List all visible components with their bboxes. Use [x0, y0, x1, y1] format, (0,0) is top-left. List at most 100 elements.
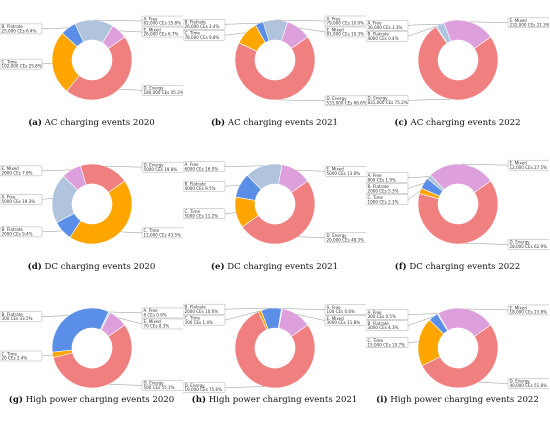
slice-label-value: 36,000 CEs 3.3% — [368, 25, 403, 30]
slice-label-category: C. Time — [2, 351, 18, 356]
slice-label-value: 300 CEs 33.5% — [2, 316, 33, 321]
slice-label-value: 81,000 CEs 10.3% — [327, 32, 365, 37]
slice-label-value: 62,000 CEs 15.8% — [144, 21, 182, 26]
slice-label-value: 232,000 CEs 21.3% — [510, 22, 550, 27]
slice-label-category: E. Mixed — [144, 319, 162, 324]
caption-title: AC charging events 2022 — [407, 118, 521, 128]
caption-letter: (h) — [191, 395, 207, 405]
slice-label-value: 5000 CEs 13.0% — [327, 171, 361, 176]
slice-label-category: C. Time — [368, 195, 384, 200]
slice-label-category: D. Energy — [185, 383, 206, 388]
slice-label-category: B. Flatrate — [2, 227, 24, 232]
slice-label-category: E. Mixed — [144, 27, 162, 32]
panel-caption: (i) High power charging events 2022 — [366, 395, 549, 405]
slice-label-category: B. Flatrate — [2, 312, 24, 317]
slice-label-category: E. Mixed — [327, 316, 345, 321]
slice-label-category: D. Energy — [368, 96, 389, 101]
slice-label-value: 28,000 CEs 62.9% — [510, 244, 548, 249]
slice-label-value: 531,000 CEs 66.6% — [327, 100, 367, 105]
slice-label-value: 25,000 CEs 6.4% — [2, 28, 37, 33]
caption-letter: (d) — [27, 262, 42, 272]
slice-label-value: 78,000 CEs 9.8% — [185, 35, 220, 40]
panel-caption: (a) AC charging events 2020 — [0, 118, 183, 128]
slice-label-category: E. Mixed — [327, 167, 345, 172]
slice-label-category: E. Mixed — [327, 27, 345, 32]
slice-label-category: C. Time — [2, 59, 18, 64]
slice-label-value: 19,000 CEs 75.6% — [185, 387, 223, 392]
slice-label-category: B. Flatrate — [185, 182, 207, 187]
panel-caption: (g) High power charging events 2020 — [0, 395, 183, 405]
slice-label-category: A. Free — [144, 16, 158, 21]
slice-label-category: C. Time — [185, 315, 201, 320]
panel-caption: (c) AC charging events 2022 — [366, 118, 549, 128]
slice-label-category: A. Free — [327, 305, 341, 310]
caption-letter: (b) — [210, 118, 226, 128]
slice-label-category: B. Flatrate — [368, 321, 390, 326]
slice-label-category: D. Energy — [144, 162, 165, 167]
slice-label-value: 26,000 CEs 3.4% — [185, 24, 220, 29]
slice-label-value: 11,000 CEs 43.5% — [144, 232, 182, 237]
slice-label-value: 26,000 CEs 6.7% — [144, 32, 179, 37]
slice-label-value: 300 CEs 1.4% — [185, 320, 214, 325]
caption-title: DC charging events 2021 — [224, 262, 339, 272]
slice-label-value: 40,000 CEs 51.8% — [510, 383, 548, 388]
slice-label-value: 500 CEs 55.1% — [144, 385, 175, 390]
caption-letter: (f) — [394, 262, 407, 272]
slice-d-energy — [66, 36, 133, 101]
caption-title: DC charging events 2020 — [41, 262, 156, 272]
caption-title: High power charging events 2022 — [387, 395, 539, 405]
slice-label-category: E. Mixed — [510, 305, 528, 310]
slice-label-value: 831,000 CEs 75.2% — [368, 100, 408, 105]
slice-label-value: 180,000 CEs 45.3% — [144, 90, 184, 95]
slice-label-value: 79,000 CEs 10.0% — [327, 21, 365, 26]
slice-label-category: B. Flatrate — [2, 24, 24, 29]
slice-label-category: A. Free — [368, 21, 382, 26]
slice-label-value: 300 CEs 0.5% — [368, 314, 397, 319]
slice-label-category: B. Flatrate — [185, 20, 207, 25]
slice-d-energy — [52, 324, 133, 389]
caption-title: High power charging events 2020 — [22, 395, 175, 405]
slice-d-energy — [241, 180, 316, 245]
slice-label-category: C. Time — [144, 228, 160, 233]
slice-label-value: 102,000 CEs 25.8% — [2, 64, 42, 69]
slice-label-category: A. Free — [144, 308, 158, 313]
slice-d-energy — [234, 311, 316, 389]
slice-d-energy — [417, 180, 499, 245]
slice-c-time — [69, 180, 133, 245]
slice-label-value: 1000 CEs 2.3% — [368, 199, 399, 204]
slice-d-energy — [234, 36, 316, 101]
